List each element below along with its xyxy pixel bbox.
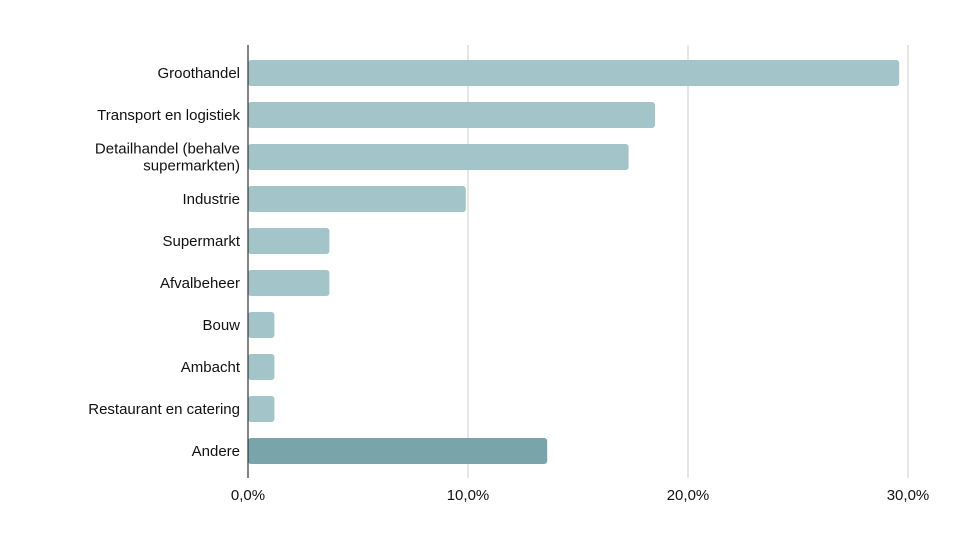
category-label: Restaurant en catering: [88, 401, 240, 418]
category-label: Afvalbeheer: [160, 275, 240, 292]
category-label-line: Supermarkt: [162, 233, 240, 250]
bar: [248, 102, 655, 128]
x-tick-label: 20,0%: [667, 487, 710, 504]
category-label-line: Restaurant en catering: [88, 401, 240, 418]
x-tick-labels: 0,0% 10,0% 20,0% 30,0%: [231, 487, 929, 504]
category-label: Bouw: [202, 317, 240, 334]
category-label: Detailhandel (behalve supermarkten): [95, 141, 240, 175]
category-label: Groothandel: [157, 65, 240, 82]
x-tick-label: 10,0%: [447, 487, 490, 504]
category-label-line: supermarkten): [143, 158, 240, 175]
bar: [248, 228, 330, 254]
category-label-line: Ambacht: [181, 359, 241, 376]
category-label-line: Groothandel: [157, 65, 240, 82]
category-label-line: Transport en logistiek: [97, 107, 240, 124]
category-label: Ambacht: [181, 359, 241, 376]
category-label-line: Andere: [192, 443, 240, 460]
bar: [248, 354, 275, 380]
category-labels: Groothandel Transport en logistiek Detailh…: [88, 65, 241, 460]
bar: [248, 396, 275, 422]
category-label: Transport en logistiek: [97, 107, 240, 124]
bar: [248, 438, 548, 464]
category-label-line: Industrie: [182, 191, 240, 208]
category-label-line: Afvalbeheer: [160, 275, 240, 292]
bar: [248, 144, 629, 170]
bar: [248, 270, 330, 296]
category-label: Supermarkt: [162, 233, 240, 250]
category-label-line: Detailhandel (behalve: [95, 141, 240, 158]
x-tick-label: 30,0%: [887, 487, 930, 504]
category-label-line: Bouw: [202, 317, 240, 334]
bar: [248, 186, 466, 212]
bars: [248, 60, 900, 464]
category-label: Industrie: [182, 191, 240, 208]
x-tick-label: 0,0%: [231, 487, 265, 504]
category-label: Andere: [192, 443, 240, 460]
bar: [248, 60, 900, 86]
bar: [248, 312, 275, 338]
